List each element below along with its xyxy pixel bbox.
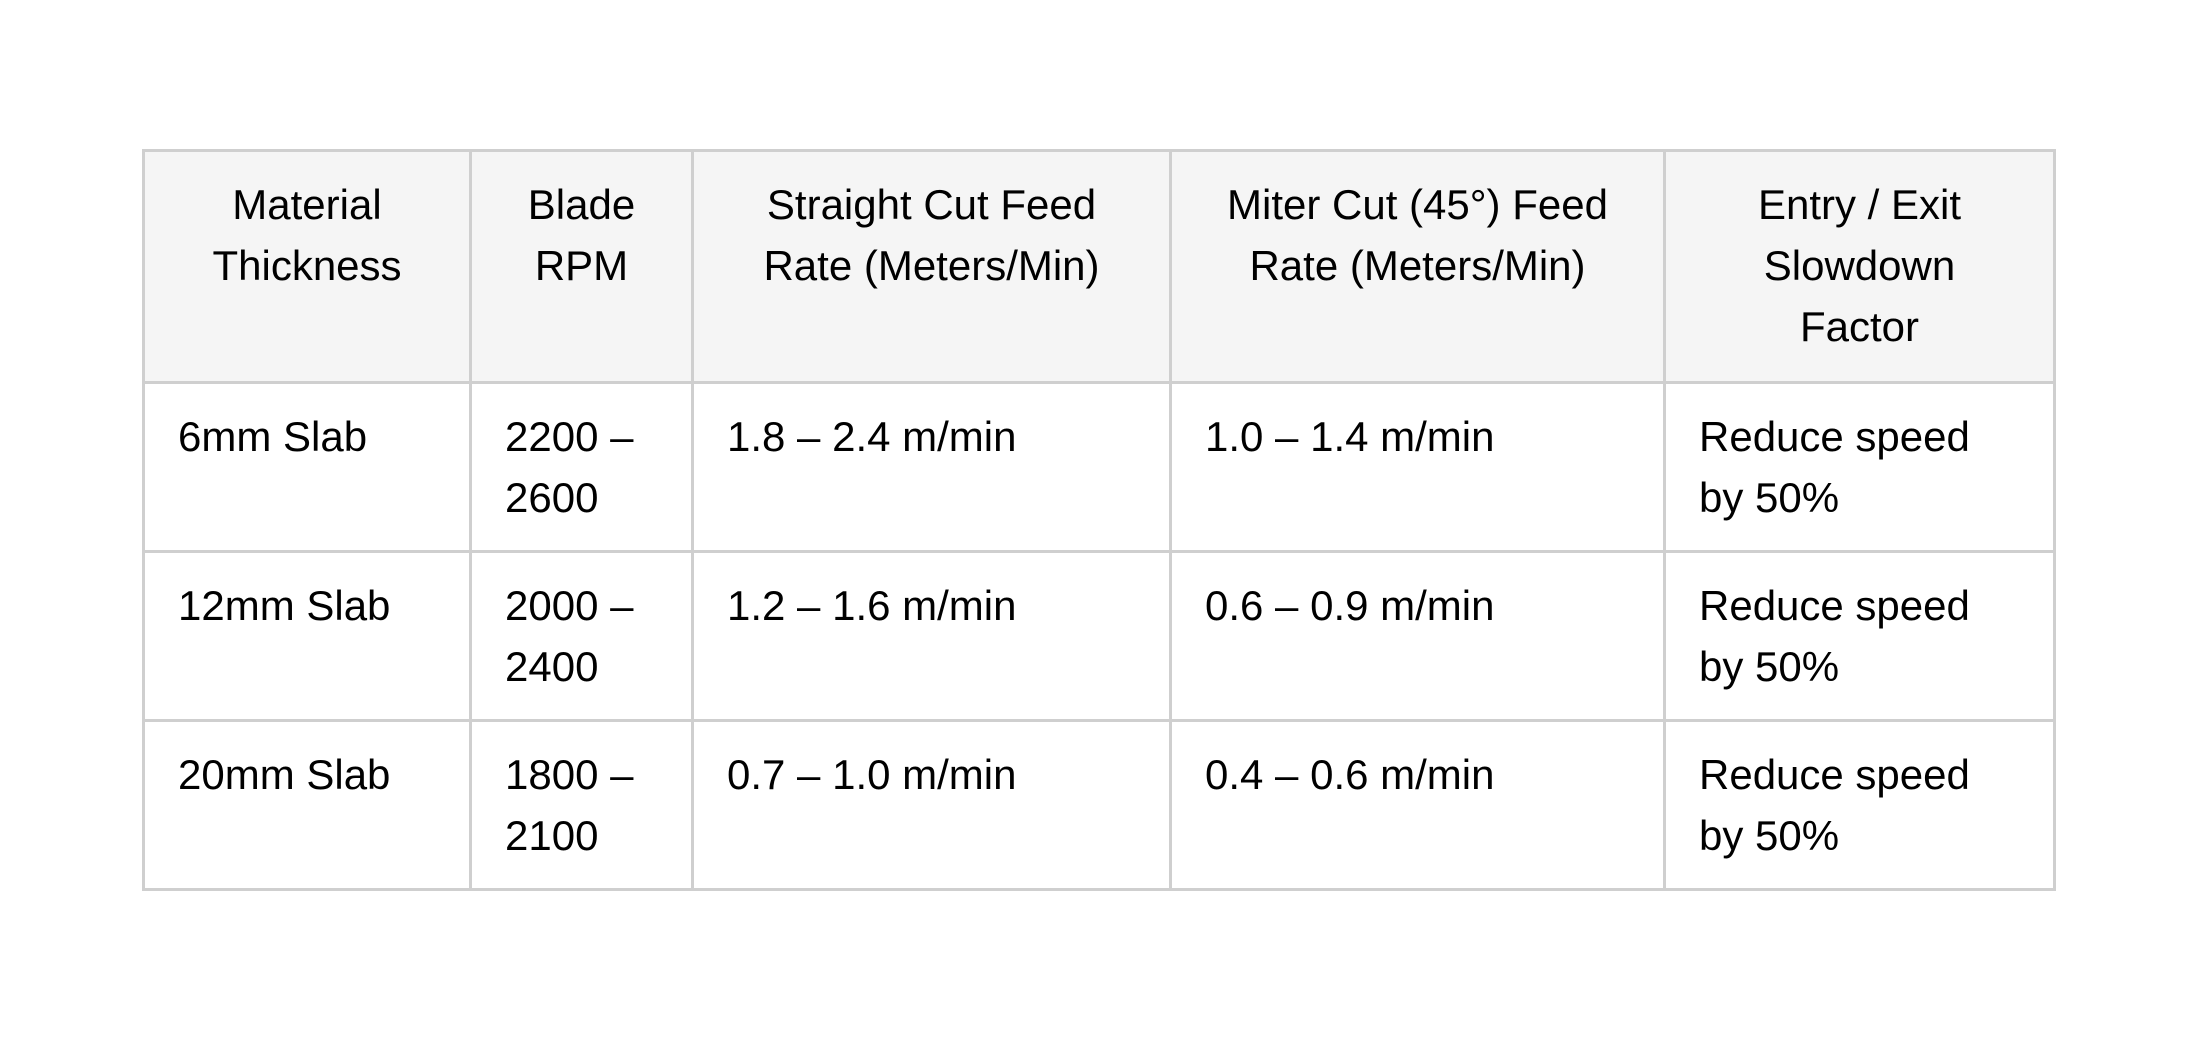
header-cell: Material Thickness [142,149,472,384]
table-cell: 1.0 – 1.4 m/min [1169,381,1666,553]
table-cell: 1.2 – 1.6 m/min [691,550,1172,722]
table-cell: 0.4 – 0.6 m/min [1169,719,1666,891]
header-cell: Straight Cut Feed Rate (Meters/Min) [691,149,1172,384]
table-body: 6mm Slab 2200 – 2600 1.8 – 2.4 m/min 1.0 – … [142,381,2056,891]
table-cell: 12mm Slab [142,550,472,722]
header-cell: Miter Cut (45°) Feed Rate (Meters/Min) [1169,149,1666,384]
table-cell: 1800 – 2100 [469,719,694,891]
table-cell: 0.7 – 1.0 m/min [691,719,1172,891]
table-cell: 6mm Slab [142,381,472,553]
table-cell: Reduce speed by 50% [1663,719,2056,891]
table-cell: Reduce speed by 50% [1663,381,2056,553]
table-cell: 2200 – 2600 [469,381,694,553]
header-cell: Blade RPM [469,149,694,384]
table-row: 20mm Slab 1800 – 2100 0.7 – 1.0 m/min 0.4 –… [142,719,2056,891]
table-cell: 0.6 – 0.9 m/min [1169,550,1666,722]
table-row: 6mm Slab 2200 – 2600 1.8 – 2.4 m/min 1.0 – … [142,381,2056,553]
table-cell: 1.8 – 2.4 m/min [691,381,1172,553]
header-cell: Entry / Exit Slowdown Factor [1663,149,2056,384]
data-table: Material Thickness Blade RPM Straight Cut … [142,149,2056,891]
table-cell: 2000 – 2400 [469,550,694,722]
table-cell: 20mm Slab [142,719,472,891]
header-row: Material Thickness Blade RPM Straight Cut … [142,149,2056,384]
table-cell: Reduce speed by 50% [1663,550,2056,722]
table-row: 12mm Slab 2000 – 2400 1.2 – 1.6 m/min 0.6 –… [142,550,2056,722]
